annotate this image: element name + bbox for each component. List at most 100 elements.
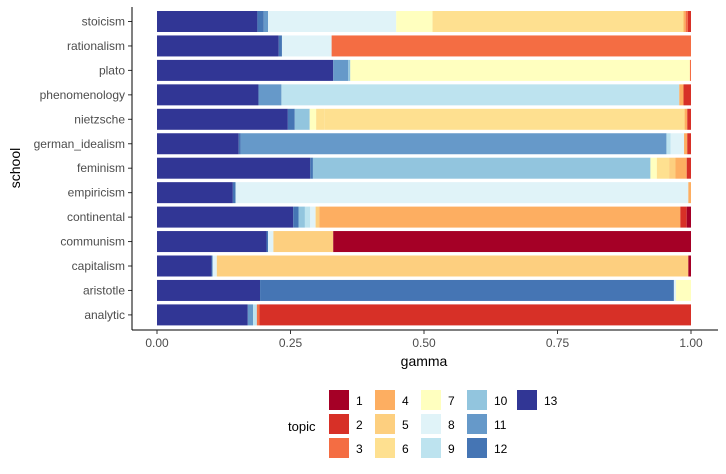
bar-segment-capitalism-topic-8 (212, 255, 217, 277)
bar-segment-continental-topic-5 (315, 206, 320, 228)
x-tick-label: 0.50 (412, 336, 436, 350)
bar-segment-nietzsche-topic-6 (324, 108, 685, 130)
legend-swatch-topic-5 (375, 414, 395, 434)
y-tick-label: continental (67, 210, 125, 224)
bar-segment-continental-topic-1 (686, 206, 691, 228)
bar-segment-german_idealism-topic-4 (684, 133, 688, 155)
y-tick-label: rationalism (67, 39, 125, 53)
legend-label-topic-12: 12 (494, 442, 508, 456)
bar-segment-analytic-topic-11 (247, 304, 254, 326)
y-tick-label: stoicism (82, 15, 125, 29)
legend-label-topic-2: 2 (356, 418, 363, 432)
bar-segment-plato-topic-10 (348, 59, 351, 81)
legend-label-topic-9: 9 (448, 442, 455, 456)
bar-segment-stoicism-topic-7 (396, 11, 433, 32)
bar-segment-continental-topic-8 (310, 206, 316, 228)
y-tick-label: plato (99, 63, 125, 77)
bar-segment-analytic-topic-3 (256, 304, 260, 326)
bar-segment-german_idealism-topic-2 (687, 133, 691, 155)
bar-segment-stoicism-topic-8 (268, 11, 397, 32)
bar-segment-continental-topic-12 (293, 206, 299, 228)
bars-layer (157, 11, 691, 326)
bar-segment-nietzsche-topic-6 (316, 108, 325, 130)
legend-swatch-topic-12 (467, 438, 487, 458)
bar-segment-continental-topic-13 (157, 206, 294, 228)
bar-segment-feminism-topic-13 (157, 157, 311, 179)
bar-segment-capitalism-topic-5 (216, 255, 689, 277)
legend-label-topic-11: 11 (494, 418, 507, 432)
legend-swatch-topic-2 (329, 414, 349, 434)
bar-segment-stoicism-topic-12 (257, 11, 264, 32)
legend-swatch-topic-9 (421, 438, 441, 458)
y-tick-label: german_idealism (34, 137, 125, 151)
bar-segment-plato-topic-3 (689, 59, 691, 81)
bar-segment-nietzsche-topic-7 (309, 108, 317, 130)
x-tick-label: 0.25 (279, 336, 303, 350)
bar-segment-capitalism-topic-1 (688, 255, 691, 277)
bar-segment-capitalism-topic-12 (211, 255, 213, 277)
bar-segment-stoicism-topic-2 (687, 11, 691, 32)
legend-label-topic-5: 5 (402, 418, 409, 432)
bar-segment-stoicism-topic-6 (432, 11, 684, 32)
bar-segment-german_idealism-topic-11 (240, 133, 667, 155)
y-tick-label: communism (60, 235, 125, 249)
legend-swatch-topic-13 (517, 390, 537, 410)
x-axis-title: gamma (401, 353, 448, 369)
legend-label-topic-13: 13 (544, 394, 558, 408)
x-axis: 0.00 0.25 0.50 0.75 1.00 (132, 329, 718, 350)
y-axis: stoicism rationalism plato phenomenology nie… (34, 7, 133, 330)
bar-rationalism (157, 35, 691, 57)
bar-segment-aristotle-topic-12 (260, 279, 674, 301)
bar-aristotle (157, 279, 691, 301)
bar-german_idealism (157, 133, 691, 155)
bar-stoicism (157, 11, 691, 32)
bar-segment-phenomenology-topic-4 (679, 84, 684, 106)
bar-segment-continental-topic-10 (298, 206, 305, 228)
legend-swatch-topic-7 (421, 390, 441, 410)
bar-segment-rationalism-topic-3 (331, 35, 691, 57)
bar-segment-phenomenology-topic-11 (258, 84, 282, 106)
bar-segment-empiricism-topic-4 (688, 182, 691, 204)
bar-segment-phenomenology-topic-9 (281, 84, 680, 106)
bar-segment-empiricism-topic-12 (232, 182, 236, 204)
bar-segment-nietzsche-topic-4 (684, 108, 688, 130)
bar-segment-german_idealism-topic-13 (157, 133, 239, 155)
x-tick-label: 0.00 (145, 336, 169, 350)
bar-communism (157, 231, 691, 253)
legend-title: topic (288, 419, 316, 434)
bar-segment-stoicism-topic-11 (263, 11, 269, 32)
bar-segment-phenomenology-topic-2 (683, 84, 691, 106)
bar-segment-rationalism-topic-8 (281, 35, 332, 57)
bar-plato (157, 59, 691, 81)
legend-label-topic-1: 1 (356, 394, 363, 408)
legend-label-topic-3: 3 (356, 442, 363, 456)
bar-segment-feminism-topic-12 (310, 157, 313, 179)
bar-segment-rationalism-topic-12 (278, 35, 282, 57)
legend-label-topic-6: 6 (402, 442, 409, 456)
legend-swatch-topic-1 (329, 390, 349, 410)
y-axis-title: school (7, 148, 23, 188)
bar-segment-nietzsche-topic-12 (287, 108, 295, 130)
bar-segment-continental-topic-4 (319, 206, 681, 228)
bar-segment-communism-topic-13 (157, 231, 267, 253)
bar-segment-continental-topic-2 (680, 206, 687, 228)
legend-swatch-topic-6 (375, 438, 395, 458)
bar-empiricism (157, 182, 691, 204)
bar-segment-german_idealism-topic-9 (666, 133, 671, 155)
legend-swatch-topic-4 (375, 390, 395, 410)
legend-label-topic-8: 8 (448, 418, 455, 432)
bar-segment-aristotle-topic-13 (157, 279, 261, 301)
bar-segment-rationalism-topic-13 (157, 35, 279, 57)
bar-segment-plato-topic-11 (333, 59, 349, 81)
bar-segment-feminism-topic-6 (656, 157, 670, 179)
bar-segment-aristotle-topic-8 (673, 279, 677, 301)
bar-segment-nietzsche-topic-13 (157, 108, 288, 130)
bar-segment-communism-topic-1 (333, 231, 691, 253)
bar-segment-plato-topic-7 (350, 59, 690, 81)
legend-swatch-topic-8 (421, 414, 441, 434)
legend-swatch-topic-10 (467, 390, 487, 410)
bar-segment-communism-topic-8 (268, 231, 274, 253)
bar-segment-communism-topic-12 (266, 231, 269, 253)
bar-segment-feminism-topic-4 (675, 157, 687, 179)
